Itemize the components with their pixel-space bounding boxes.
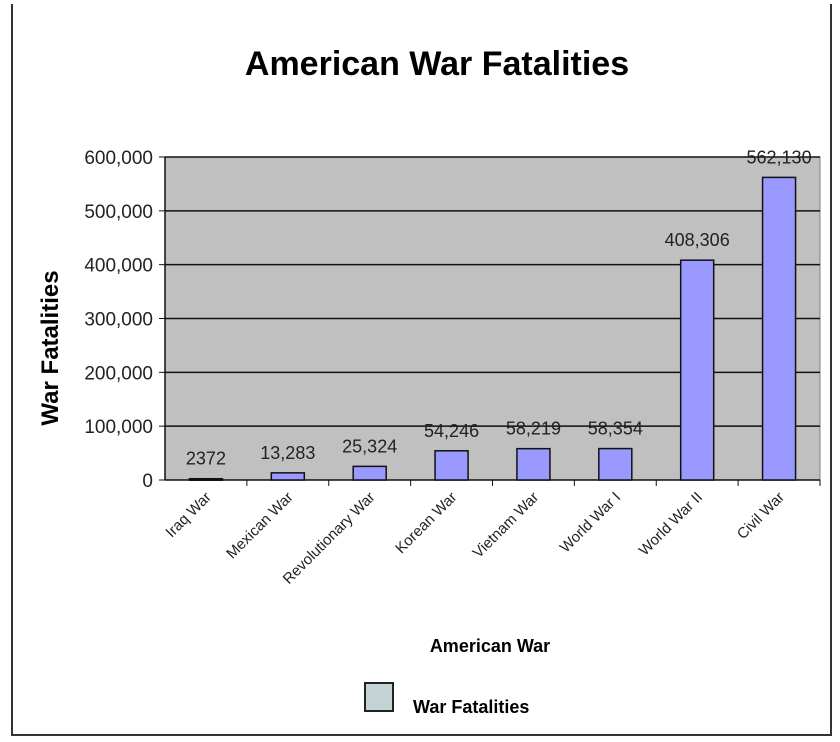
legend-label: War Fatalities [413, 697, 529, 717]
data-label: 2372 [186, 449, 226, 469]
bar-korean-war [434, 450, 469, 481]
x-tick-label: Mexican War [223, 489, 297, 563]
bar-world-war-ii [679, 259, 715, 481]
bar-vietnam-war [516, 447, 551, 481]
chart-frame [11, 4, 832, 736]
data-label: 58,354 [588, 419, 643, 439]
legend-swatch [364, 682, 394, 712]
y-tick-label: 300,000 [84, 310, 153, 331]
x-tick-label: World War I [557, 489, 624, 556]
y-tick-label: 0 [142, 471, 153, 492]
chart-title: American War Fatalities [245, 45, 629, 83]
x-tick-label: Korean War [392, 489, 460, 557]
bar-civil-war [761, 176, 797, 481]
y-tick-label: 500,000 [84, 202, 153, 223]
bar-revolutionary-war [352, 465, 387, 481]
data-label: 562,130 [747, 147, 812, 167]
bar-iraq-war [188, 477, 224, 481]
x-tick-label: Revolutionary War [280, 489, 379, 588]
y-tick-label: 200,000 [84, 363, 153, 384]
data-label: 58,219 [506, 419, 561, 439]
data-label: 408,306 [665, 230, 730, 250]
x-tick-label: Vietnam War [470, 489, 543, 562]
x-tick-label: World War II [636, 489, 706, 559]
y-tick-label: 600,000 [84, 148, 153, 169]
data-label: 13,283 [260, 443, 315, 463]
data-label: 54,246 [424, 421, 479, 441]
x-axis-label: American War [430, 636, 550, 656]
data-label: 25,324 [342, 436, 397, 456]
x-tick-label: Iraq War [162, 489, 214, 541]
y-axis-label: War Fatalities [37, 270, 64, 425]
y-tick-label: 100,000 [84, 417, 153, 438]
bar-world-war-i [598, 447, 633, 481]
bar-mexican-war [270, 472, 306, 481]
y-tick-label: 400,000 [84, 256, 153, 277]
x-tick-label: Civil War [734, 489, 788, 543]
